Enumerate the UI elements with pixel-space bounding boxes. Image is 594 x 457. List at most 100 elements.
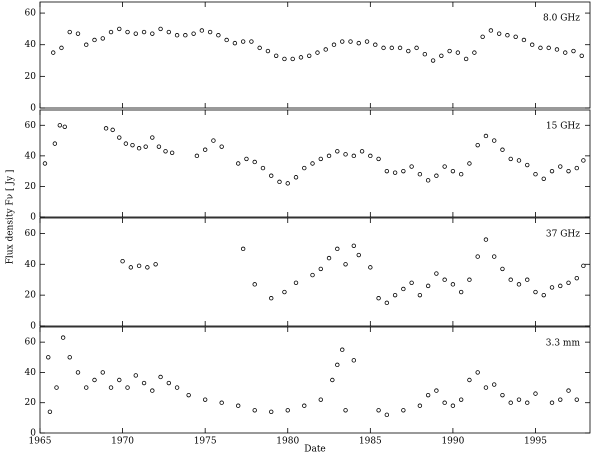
panel-label: 15 GHz [546, 122, 580, 132]
data-point [136, 263, 142, 269]
data-point [401, 286, 406, 292]
data-point [145, 265, 150, 270]
data-point [467, 277, 472, 282]
data-point [558, 283, 563, 289]
data-point [211, 138, 216, 143]
y-tick-label: 0 [30, 429, 36, 439]
data-point [463, 56, 469, 62]
data-point [496, 31, 502, 36]
y-tick-label: 60 [25, 338, 37, 348]
data-point [125, 385, 130, 390]
data-point [183, 33, 188, 38]
data-point [450, 403, 456, 408]
data-point [513, 34, 518, 40]
data-point [364, 39, 370, 44]
panel-frame [39, 109, 591, 218]
data-point [199, 28, 205, 33]
data-point [392, 292, 398, 298]
data-point [376, 296, 381, 301]
data-point [100, 36, 105, 41]
data-point [244, 156, 249, 162]
x-tick-label: 1980 [276, 437, 299, 447]
data-point [480, 34, 485, 40]
data-point [376, 156, 381, 162]
data-point [219, 400, 224, 405]
data-point [150, 388, 155, 393]
data-point [133, 373, 138, 378]
data-point [549, 168, 555, 174]
data-point [409, 164, 414, 169]
data-point [483, 133, 489, 139]
data-point [153, 262, 158, 267]
data-point [323, 47, 328, 52]
x-tick-label: 1970 [111, 437, 134, 447]
data-point [186, 392, 191, 398]
data-point [455, 50, 461, 55]
data-point [277, 179, 282, 185]
data-point [75, 370, 81, 375]
data-point [500, 147, 505, 152]
data-point [141, 380, 147, 386]
data-point [84, 385, 89, 390]
data-point [318, 397, 323, 402]
data-point [581, 263, 586, 269]
panel-label: 37 GHz [546, 230, 580, 240]
data-point [401, 168, 406, 174]
data-point [546, 45, 551, 51]
data-point [141, 29, 147, 35]
data-point [125, 29, 130, 35]
data-point [156, 144, 162, 149]
data-point [409, 280, 414, 285]
data-point [384, 168, 390, 174]
data-point [566, 388, 571, 393]
data-point [554, 47, 560, 52]
data-point [158, 374, 163, 380]
data-point [508, 277, 513, 282]
data-point [191, 31, 196, 36]
data-point [302, 165, 307, 171]
y-tick-label: 40 [25, 260, 37, 270]
data-point [130, 142, 135, 148]
data-point [516, 282, 522, 287]
data-point [67, 29, 72, 35]
y-tick-label: 0 [30, 213, 36, 223]
data-point [150, 135, 155, 140]
data-point [235, 403, 241, 408]
data-point [417, 171, 423, 177]
data-point [302, 403, 307, 408]
data-point [252, 159, 257, 165]
data-point [117, 26, 122, 32]
data-point [110, 127, 115, 133]
data-point [579, 53, 584, 58]
data-point [202, 397, 208, 402]
data-point [252, 282, 257, 287]
data-point [128, 265, 134, 270]
data-point [425, 283, 431, 289]
data-point [397, 45, 403, 51]
data-point [417, 403, 423, 408]
data-point [505, 33, 510, 38]
data-point [123, 141, 129, 146]
data-point [414, 45, 419, 51]
data-point [356, 252, 361, 258]
data-point [84, 42, 89, 47]
y-tick-label: 0 [30, 104, 36, 114]
x-tick-label: 1975 [194, 437, 217, 447]
data-point [516, 397, 522, 402]
data-point [117, 377, 122, 383]
data-point [392, 170, 398, 175]
data-point [331, 42, 337, 47]
data-point [472, 50, 477, 55]
y-tick-label: 20 [25, 72, 37, 82]
x-tick-label: 1990 [441, 437, 464, 447]
y-tick-label: 60 [25, 229, 37, 239]
data-point [174, 385, 180, 390]
data-point [483, 385, 489, 390]
data-point [442, 164, 447, 169]
y-tick-label: 40 [25, 151, 37, 161]
data-point [368, 265, 373, 270]
data-point [467, 377, 472, 383]
data-point [430, 58, 436, 63]
data-point [340, 39, 345, 44]
